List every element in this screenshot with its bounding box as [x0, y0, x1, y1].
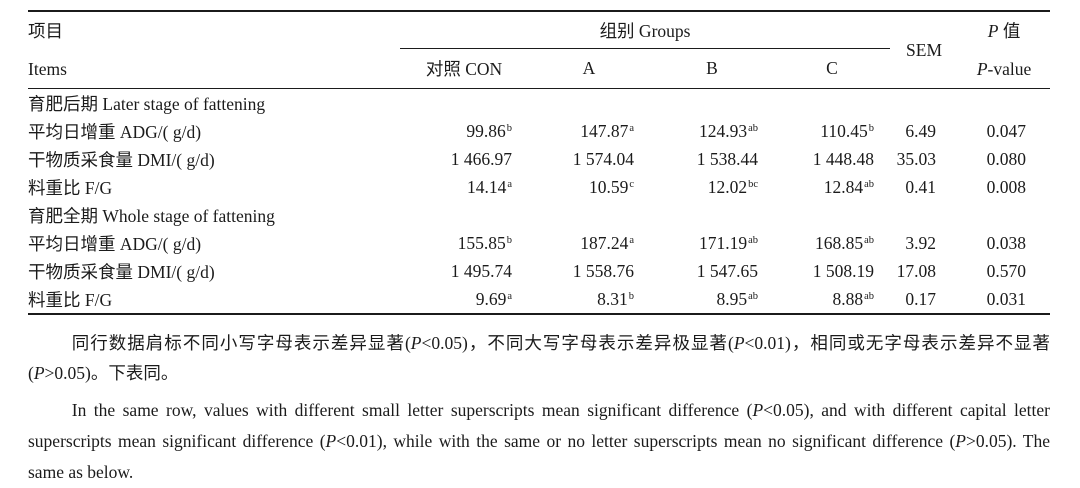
table-row: 料重比 F/G 9.69a 8.31b 8.95ab 8.88ab 0.17 0.031: [28, 285, 1050, 314]
table-header: 项目 Items 组别 Groups SEM P 值 P-value 对照 CO…: [28, 11, 1051, 89]
value-cell: 110.45b: [820, 120, 875, 141]
superscript: ab: [864, 234, 875, 246]
value-cell: 1 547.65: [696, 260, 758, 281]
value-cell: 9.69a: [475, 288, 512, 309]
value-cell: 168.85ab: [814, 232, 875, 253]
superscript: a: [629, 122, 634, 134]
superscript: a: [507, 178, 512, 190]
value-cell: 1 448.48: [812, 148, 875, 169]
header-row-2: 对照 CON A B C: [28, 48, 1050, 89]
value-cell: 147.87a: [580, 120, 634, 141]
value-cell: 14.14a: [466, 176, 512, 197]
sem-cell: 0.41: [905, 176, 937, 197]
value-cell: 1 574.04: [572, 148, 634, 169]
value-cell: 10.59c: [588, 176, 634, 197]
value-cell: 8.95ab: [716, 288, 758, 309]
sem-cell: 3.92: [905, 232, 937, 253]
table-row: 平均日增重 ADG/( g/d) 99.86b 147.87a 124.93ab 110…: [28, 117, 1050, 145]
superscript: b: [868, 122, 875, 134]
value-cell: 99.86b: [466, 120, 512, 141]
value-cell: 1 558.76: [572, 260, 634, 281]
row-label: 干物质采食量 DMI/( g/d): [28, 261, 215, 282]
header-row-1: 项目 Items 组别 Groups SEM P 值 P-value: [28, 11, 1051, 89]
col-header-group-b: B: [650, 48, 774, 89]
footnote-chinese: 同行数据肩标不同小写字母表示差异显著(P<0.05)，不同大写字母表示差异极显著…: [28, 333, 1050, 383]
col-header-group-c: C: [774, 48, 891, 89]
results-table: 项目 Items 组别 Groups SEM P 值 P-value 对照 CO…: [28, 10, 1051, 315]
sem-cell: 17.08: [896, 260, 937, 281]
pvalue-label-en: P-value: [976, 59, 1032, 79]
col-header-pvalue: P 值 P-value: [958, 11, 1051, 89]
section-label: 育肥后期 Later stage of fattening: [28, 93, 266, 114]
table-row: 干物质采食量 DMI/( g/d) 1 466.97 1 574.04 1 538.4…: [28, 145, 1050, 173]
row-label: 料重比 F/G: [28, 289, 113, 310]
value-cell: 1 495.74: [450, 260, 512, 281]
superscript: a: [629, 234, 634, 246]
section-row: 育肥全期 Whole stage of fattening: [28, 201, 1050, 229]
superscript: b: [506, 122, 512, 134]
pvalue-cell: 0.080: [986, 148, 1027, 169]
col-header-group-a: A: [528, 48, 650, 89]
value-cell: 155.85b: [457, 232, 512, 253]
superscript: bc: [748, 178, 758, 190]
col-header-con: 对照 CON: [400, 48, 528, 89]
col-header-sem: SEM: [890, 11, 959, 89]
section-label: 育肥全期 Whole stage of fattening: [28, 205, 275, 226]
sem-cell: 35.03: [896, 148, 937, 169]
pvalue-cell: 0.008: [986, 176, 1027, 197]
superscript: ab: [748, 122, 758, 134]
value-cell: 1 466.97: [450, 148, 512, 169]
col-header-groups: 组别 Groups: [400, 11, 891, 49]
items-label-en: Items: [28, 59, 67, 79]
table-row: 平均日增重 ADG/( g/d) 155.85b 187.24a 171.19ab 16…: [28, 229, 1050, 257]
row-label: 干物质采食量 DMI/( g/d): [28, 149, 215, 170]
value-cell: 1 508.19: [812, 260, 875, 281]
value-cell: 8.88ab: [832, 288, 875, 309]
row-label: 料重比 F/G: [28, 177, 113, 198]
value-cell: 8.31b: [597, 288, 634, 309]
row-label: 平均日增重 ADG/( g/d): [28, 233, 202, 254]
pvalue-cell: 0.031: [986, 288, 1027, 309]
pvalue-cell: 0.038: [986, 232, 1027, 253]
table-row: 干物质采食量 DMI/( g/d) 1 495.74 1 558.76 1 547.6…: [28, 257, 1050, 285]
pvalue-cell: 0.570: [986, 260, 1027, 281]
superscript: ab: [864, 290, 875, 302]
superscript: b: [506, 234, 512, 246]
sem-cell: 0.17: [905, 288, 937, 309]
col-header-items: 项目 Items: [28, 11, 400, 89]
table-row: 料重比 F/G 14.14a 10.59c 12.02bc 12.84ab 0.41 0.0…: [28, 173, 1050, 201]
value-cell: 12.84ab: [823, 176, 875, 197]
value-cell: 187.24a: [580, 232, 634, 253]
items-label-zh: 项目: [28, 21, 63, 41]
superscript: b: [628, 290, 634, 302]
pvalue-cell: 0.047: [986, 120, 1027, 141]
value-cell: 12.02bc: [707, 176, 758, 197]
section-row: 育肥后期 Later stage of fattening: [28, 89, 1050, 118]
pvalue-label-zh: P 值: [987, 21, 1021, 41]
row-label: 平均日增重 ADG/( g/d): [28, 121, 202, 142]
superscript: ab: [748, 234, 758, 246]
superscript: ab: [864, 178, 875, 190]
value-cell: 1 538.44: [696, 148, 758, 169]
table-body: 育肥后期 Later stage of fattening 平均日增重 ADG/(…: [28, 89, 1050, 315]
superscript: c: [629, 178, 634, 190]
footnote-english: In the same row, values with different s…: [28, 400, 1051, 482]
sem-cell: 6.49: [905, 120, 937, 141]
superscript: a: [507, 290, 512, 302]
superscript: ab: [748, 290, 758, 302]
value-cell: 124.93ab: [698, 120, 758, 141]
value-cell: 171.19ab: [698, 232, 758, 253]
